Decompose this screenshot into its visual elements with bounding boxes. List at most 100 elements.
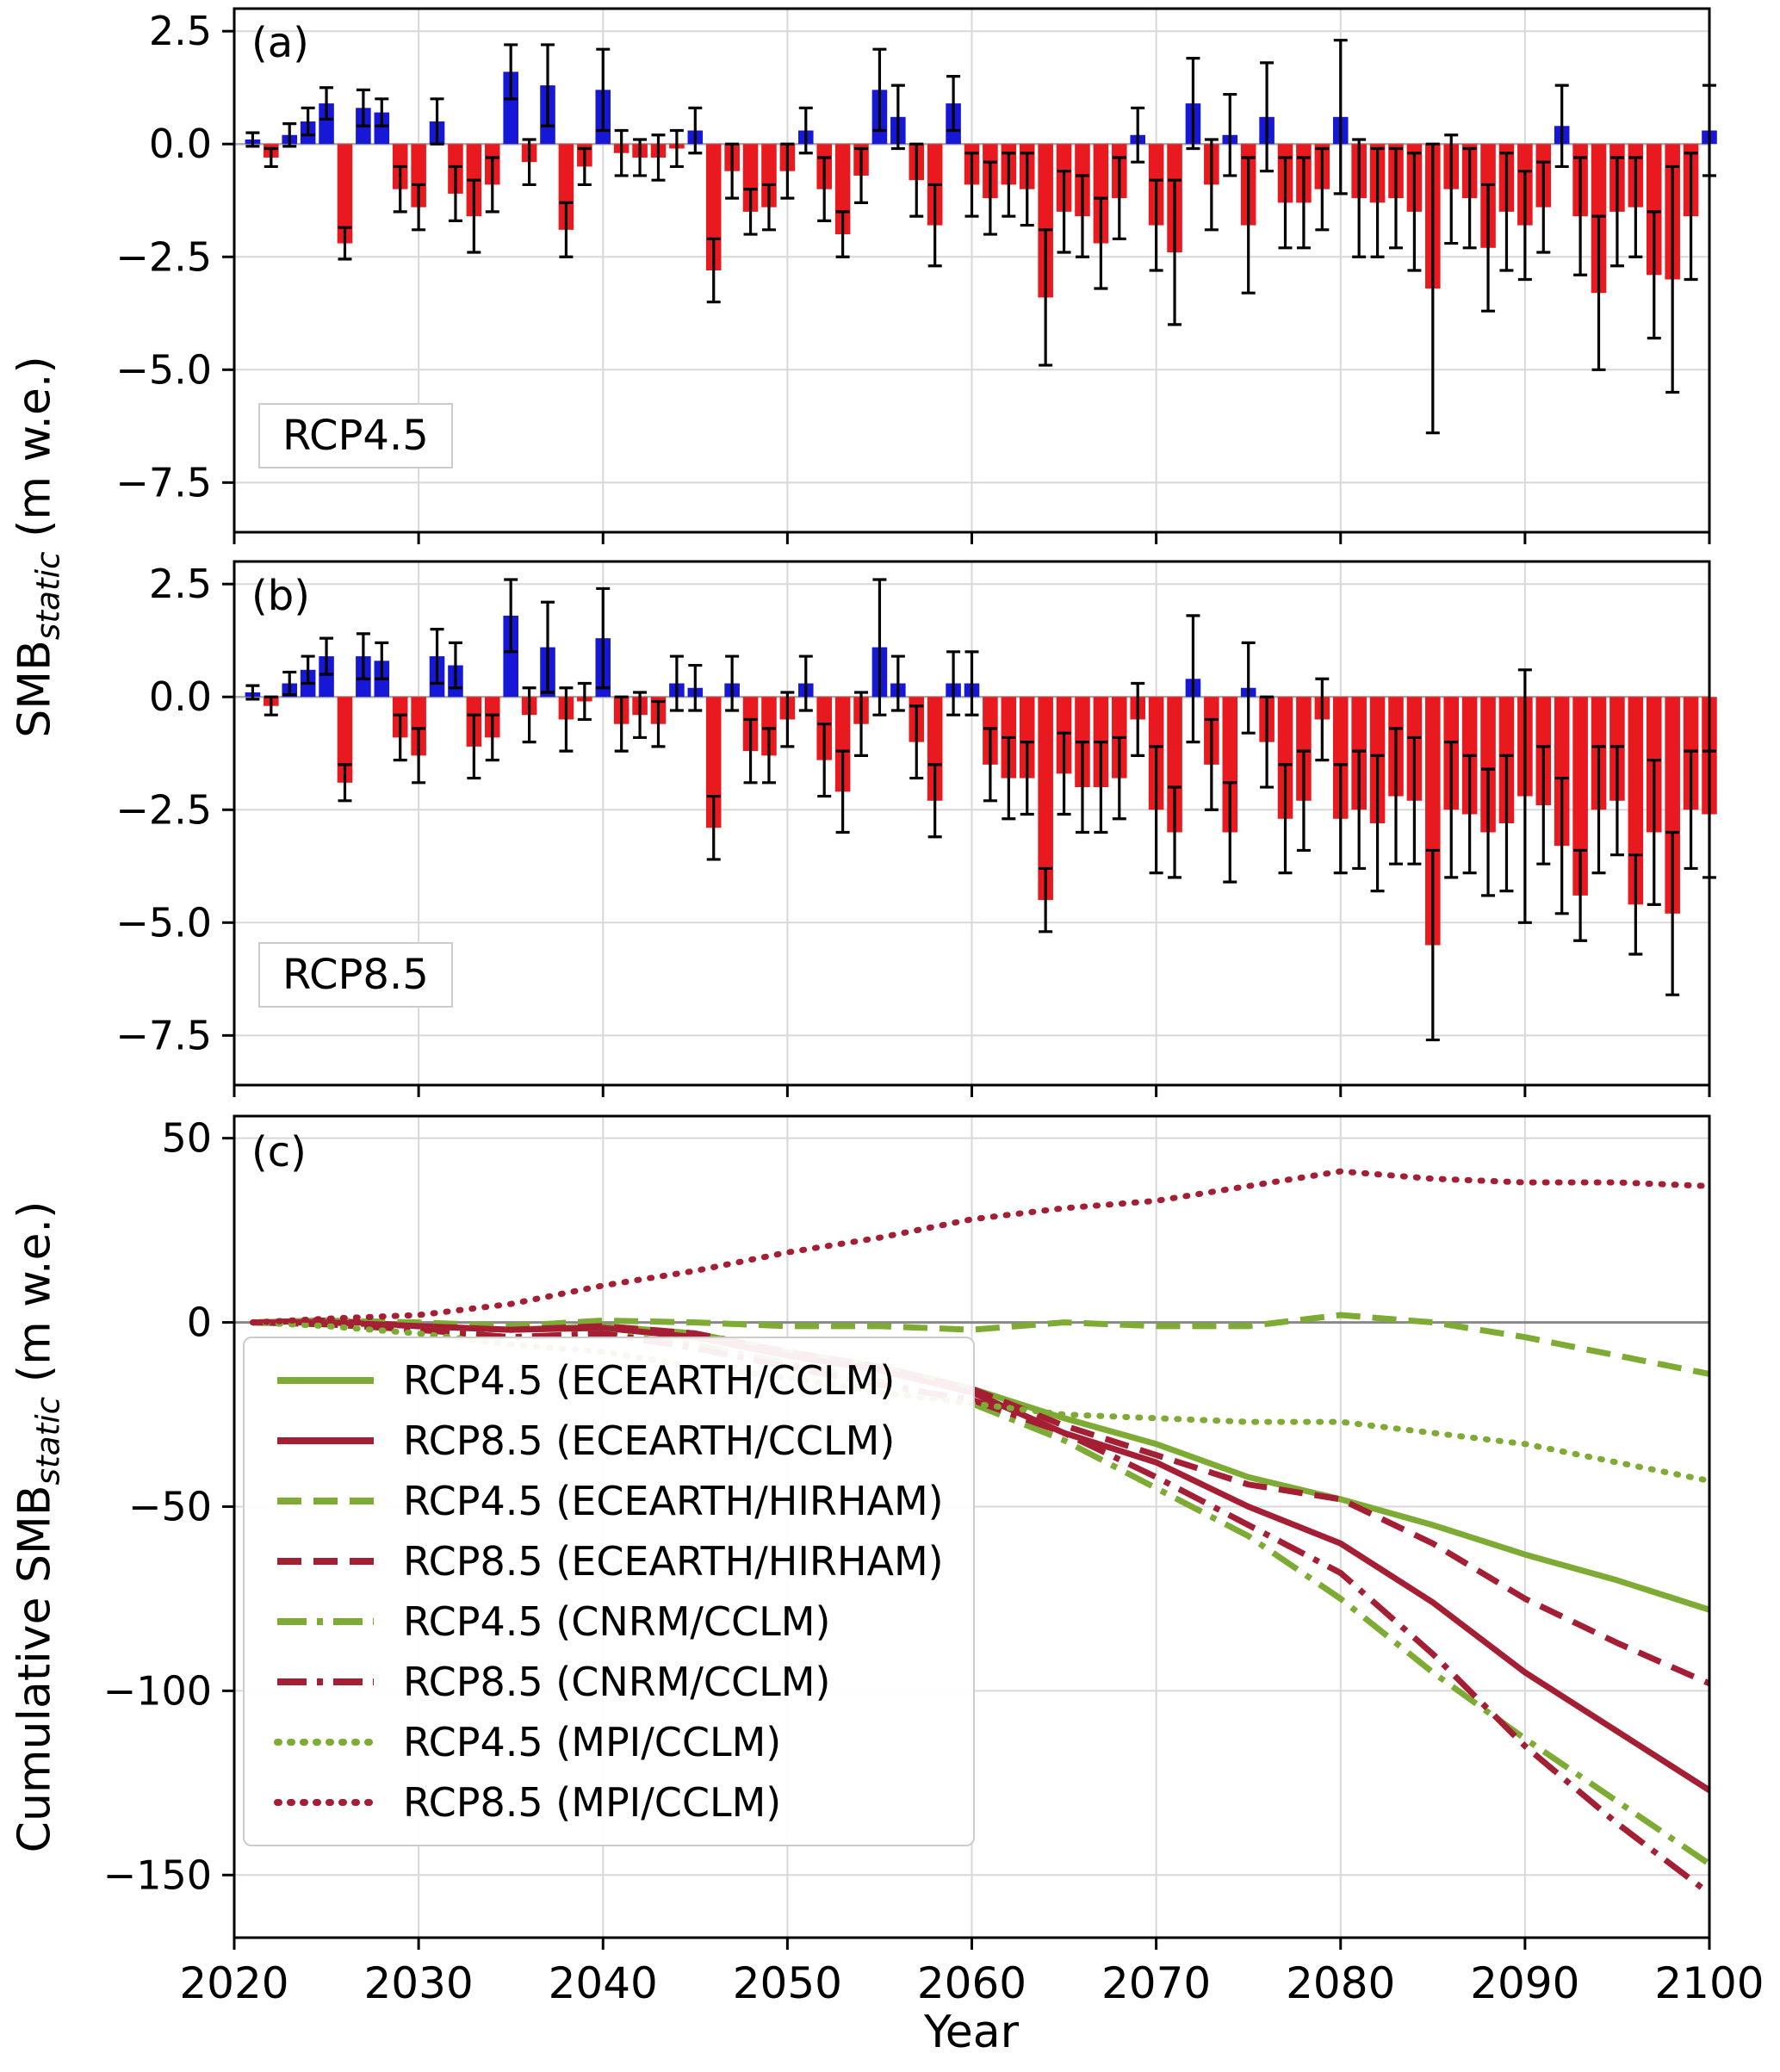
legend-line-sample (274, 1799, 377, 1806)
y-tick-label: 0.0 (149, 121, 212, 167)
y-axis-label-cum-suffix: (m w.e.) (9, 1200, 61, 1397)
legend-label: RCP8.5 (ECEARTH/HIRHAM) (403, 1538, 944, 1585)
y-tick-label: 2.5 (149, 8, 212, 54)
panel-a-label: (a) (251, 19, 309, 67)
y-axis-label-smb-prefix: SMB (9, 640, 61, 738)
smb-bar (1628, 697, 1644, 905)
smb-bar (319, 656, 334, 698)
smb-bar (1019, 697, 1035, 779)
panel-b-label: (b) (251, 572, 310, 620)
legend-line-sample (277, 1558, 374, 1565)
smb-bar (834, 697, 851, 792)
legend-line-sample (277, 1437, 374, 1444)
panel-b: 2.5 0.0 −2.5 −5.0 −7.5 (115, 560, 1717, 1097)
y-tick-label: 50 (161, 1115, 212, 1162)
series-line (252, 1312, 1710, 1377)
scenario-label-rcp85: RCP8.5 (258, 942, 453, 1008)
y-tick-label: −5.0 (115, 346, 212, 393)
legend-entry: RCP4.5 (CNRM/CCLM) (274, 1598, 944, 1645)
smb-bar (1572, 697, 1588, 896)
legend-label: RCP4.5 (CNRM/CCLM) (403, 1598, 831, 1645)
legend-line-sample (277, 1377, 374, 1384)
y-tick-label: −2.5 (115, 786, 212, 833)
legend-label: RCP8.5 (MPI/CCLM) (403, 1779, 782, 1826)
smb-bar (1480, 697, 1496, 833)
legend-entry: RCP8.5 (ECEARTH/HIRHAM) (274, 1538, 944, 1585)
legend-entry: RCP4.5 (ECEARTH/HIRHAM) (274, 1478, 944, 1524)
y-tick-label: −150 (103, 1852, 212, 1898)
x-tick-label: 2050 (733, 1958, 842, 2008)
smb-bar (1038, 144, 1053, 298)
smb-bar (374, 112, 390, 145)
smb-bar (337, 697, 353, 783)
smb-bar (411, 144, 426, 208)
y-axis-label-smb-suffix: (m w.e.) (9, 356, 61, 552)
smb-bar (927, 697, 943, 801)
smb-bar (1554, 697, 1570, 847)
y-tick-label: 2.5 (149, 561, 212, 607)
legend-label: RCP4.5 (ECEARTH/CCLM) (403, 1357, 896, 1404)
smb-bar (558, 144, 574, 230)
x-tick-label: 2080 (1286, 1958, 1395, 2008)
y-tick-label: 0 (187, 1300, 212, 1346)
smb-bar (1222, 697, 1238, 833)
y-tick-label: −5.0 (115, 899, 212, 946)
x-tick-label: 2040 (549, 1958, 658, 2008)
smb-bar (1296, 697, 1312, 801)
smb-bar (319, 103, 334, 145)
smb-bar (1332, 697, 1349, 819)
y-axis-label-smb: SMBstatic (m w.e.) (9, 356, 66, 737)
smb-bar (1665, 697, 1680, 914)
legend-entry: RCP4.5 (ECEARTH/CCLM) (274, 1357, 944, 1404)
smb-bar (761, 144, 777, 208)
series-line (249, 1168, 1713, 1326)
series-line (252, 1319, 1712, 1896)
legend-entry: RCP8.5 (CNRM/CCLM) (274, 1659, 944, 1705)
smb-bar (503, 615, 518, 698)
y-axis-label-cum-prefix: Cumulative SMB (9, 1485, 61, 1853)
y-tick-label: 0.0 (149, 673, 212, 720)
y-tick-label: −50 (128, 1483, 212, 1529)
x-tick-label: 2060 (917, 1958, 1026, 2008)
smb-bar (1646, 144, 1662, 276)
x-tick-label: 2030 (364, 1958, 474, 2008)
smb-bar (1167, 697, 1182, 833)
panel-c-label: (c) (251, 1128, 307, 1176)
x-axis-label: Year (923, 2007, 1020, 2058)
smb-bar (1425, 697, 1441, 946)
y-axis-label-cum-sub: static (28, 1396, 67, 1486)
smb-bar (1093, 144, 1109, 244)
legend-line-sample (277, 1498, 374, 1504)
y-tick-label: −7.5 (115, 1012, 212, 1058)
smb-bar (337, 144, 353, 244)
legend-label: RCP4.5 (MPI/CCLM) (403, 1719, 782, 1765)
legend-entry: RCP4.5 (MPI/CCLM) (274, 1719, 944, 1765)
smb-bar (761, 697, 777, 756)
y-axis-label-cumulative-smb: Cumulative SMBstatic (m w.e.) (9, 1201, 66, 1853)
legend: RCP4.5 (ECEARTH/CCLM) RCP8.5 (ECEARTH/CCL… (243, 1337, 975, 1846)
legend-line-sample (277, 1618, 374, 1625)
legend-line-sample (277, 1678, 374, 1685)
y-tick-label: −100 (103, 1667, 212, 1714)
panel-a: 2.5 0.0 −2.5 −5.0 −7.5 (115, 7, 1717, 544)
smb-bar (1277, 697, 1293, 819)
scenario-label-rcp45: RCP4.5 (258, 403, 453, 468)
legend-line-sample (274, 1739, 377, 1746)
y-axis-label-smb-sub: static (28, 551, 67, 641)
legend-entry: RCP8.5 (MPI/CCLM) (274, 1779, 944, 1826)
x-tick-label: 2070 (1101, 1958, 1211, 2008)
x-tick-label: 2020 (179, 1958, 288, 2008)
smb-bar (742, 144, 759, 212)
legend-label: RCP4.5 (ECEARTH/HIRHAM) (403, 1478, 944, 1524)
smb-bar (411, 697, 426, 756)
y-tick-label: −7.5 (115, 459, 212, 506)
legend-label: RCP8.5 (CNRM/CCLM) (403, 1659, 831, 1705)
y-tick-label: −2.5 (115, 233, 212, 280)
smb-bar (503, 71, 518, 145)
x-tick-label: 2090 (1470, 1958, 1579, 2008)
legend-label: RCP8.5 (ECEARTH/CCLM) (403, 1418, 896, 1464)
smb-bar (1038, 697, 1053, 901)
x-tick-label: 2100 (1654, 1958, 1764, 2008)
